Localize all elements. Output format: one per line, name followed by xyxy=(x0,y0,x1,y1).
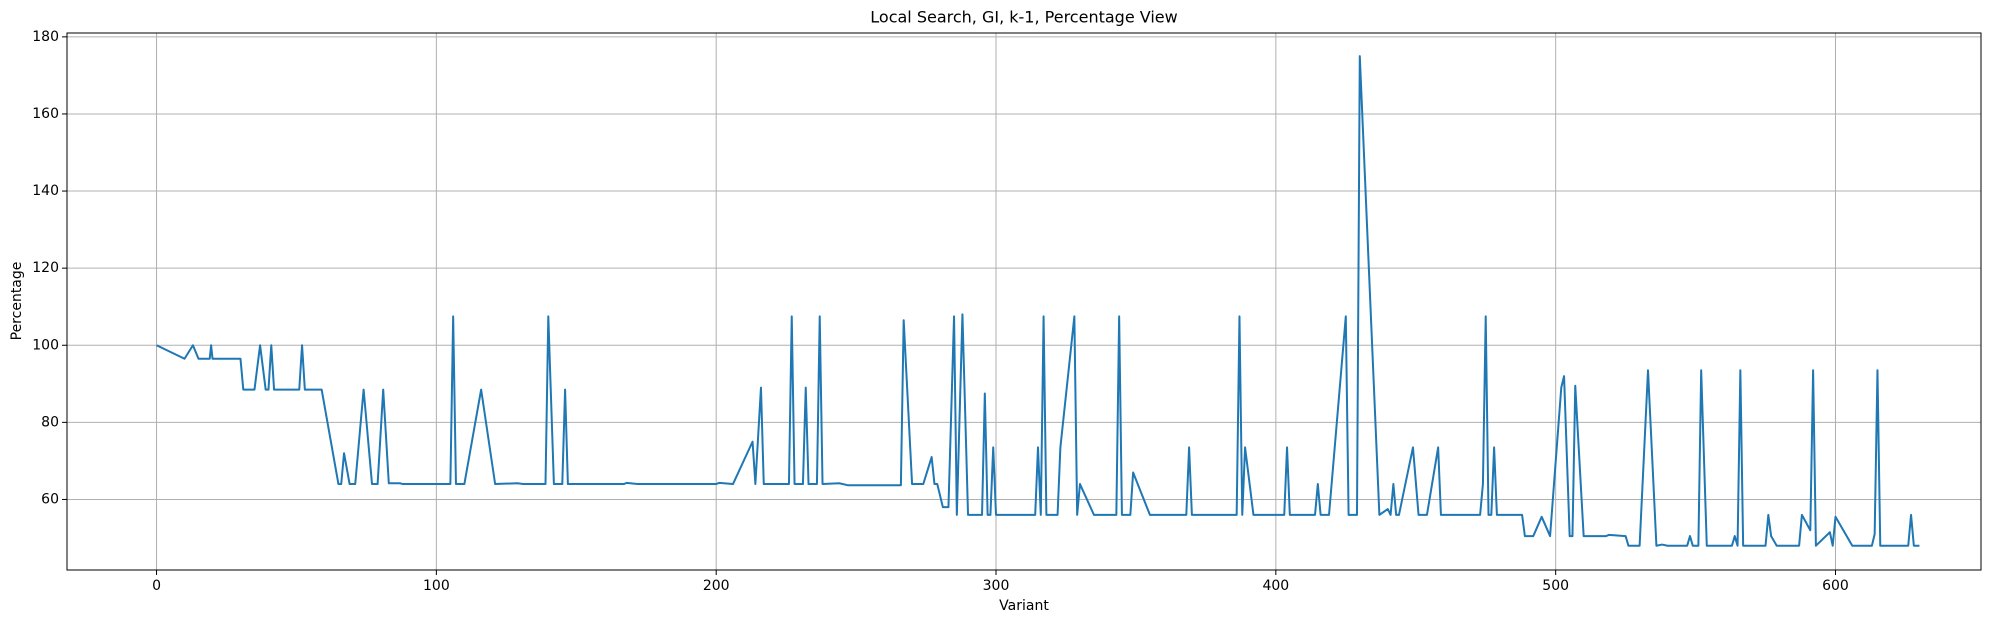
x-tick-label: 200 xyxy=(703,578,730,594)
x-axis-label: Variant xyxy=(999,598,1049,614)
x-tick-label: 300 xyxy=(983,578,1010,594)
data-line xyxy=(156,55,1920,547)
y-tick-label: 60 xyxy=(41,491,59,507)
y-tick-label: 160 xyxy=(32,106,59,122)
y-tick-label: 100 xyxy=(32,337,59,353)
x-tick-label: 100 xyxy=(423,578,450,594)
x-tick-label: 400 xyxy=(1262,578,1289,594)
x-tick-label: 600 xyxy=(1822,578,1849,594)
x-tick-label: 500 xyxy=(1542,578,1569,594)
y-tick-label: 80 xyxy=(41,414,59,430)
y-tick-label: 180 xyxy=(32,29,59,45)
y-tick-label: 140 xyxy=(32,183,59,199)
x-tick-label: 0 xyxy=(152,578,161,594)
y-tick-label: 120 xyxy=(32,260,59,276)
plot-frame xyxy=(66,32,1982,571)
chart-title: Local Search, GI, k-1, Percentage View xyxy=(870,8,1177,27)
y-axis-label: Percentage xyxy=(9,262,25,341)
